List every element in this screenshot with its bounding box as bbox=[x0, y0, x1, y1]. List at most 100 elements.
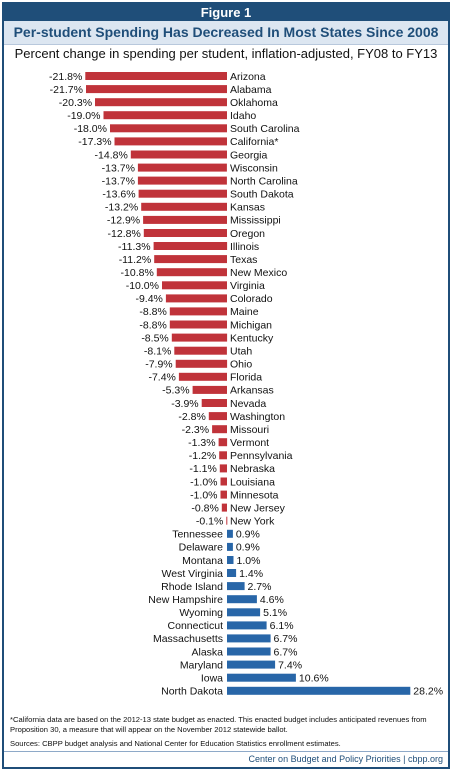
bar-iowa bbox=[227, 673, 296, 682]
value-label-new-york: -0.1% bbox=[196, 516, 223, 528]
footer: Center on Budget and Policy Priorities |… bbox=[4, 751, 448, 767]
value-label-georgia: -14.8% bbox=[95, 149, 128, 161]
bar-oregon bbox=[143, 229, 227, 237]
footer-credit: Center on Budget and Policy Priorities |… bbox=[248, 754, 443, 764]
value-label-illinois: -11.3% bbox=[118, 241, 151, 253]
bar-louisiana bbox=[220, 477, 227, 486]
bar-alabama bbox=[86, 85, 227, 94]
category-label-louisiana: Louisiana bbox=[230, 476, 275, 488]
category-label-rhode-island: Rhode Island bbox=[161, 581, 223, 593]
category-label-nebraska: Nebraska bbox=[230, 463, 275, 475]
category-label-pennsylvania: Pennsylvania bbox=[230, 450, 293, 462]
value-label-utah: -8.1% bbox=[144, 346, 171, 358]
bar-chart: Arizona -21.8% Alabama -21.7% Oklahoma -20.3%… bbox=[49, 71, 443, 698]
category-label-tennessee: Tennessee bbox=[172, 529, 223, 541]
category-label-illinois: Illinois bbox=[230, 241, 259, 253]
category-label-arkansas: Arkansas bbox=[230, 385, 274, 397]
bar-wisconsin bbox=[137, 163, 227, 172]
bar-new-hampshire bbox=[227, 595, 257, 604]
category-label-delaware: Delaware bbox=[179, 542, 224, 554]
category-label-maryland: Maryland bbox=[180, 659, 223, 671]
bar-kentucky bbox=[171, 333, 228, 342]
category-label-missouri: Missouri bbox=[230, 424, 269, 436]
bar-new-mexico bbox=[156, 268, 227, 277]
category-label-north-carolina: North Carolina bbox=[230, 175, 298, 187]
bar-virginia bbox=[162, 281, 227, 290]
value-label-mississippi: -12.9% bbox=[107, 215, 140, 227]
bar-minnesota bbox=[220, 490, 227, 499]
category-label-alaska: Alaska bbox=[191, 646, 223, 658]
category-label-colorado: Colorado bbox=[230, 293, 273, 305]
bar-illinois bbox=[153, 242, 228, 250]
bar-nevada bbox=[201, 399, 227, 407]
value-label-maine: -8.8% bbox=[139, 306, 166, 318]
value-label-nebraska: -1.1% bbox=[189, 463, 216, 475]
value-label-missouri: -2.3% bbox=[182, 424, 209, 436]
value-label-arizona: -21.8% bbox=[49, 71, 82, 83]
value-label-delaware: 0.9% bbox=[236, 542, 260, 554]
category-label-mississippi: Mississippi bbox=[230, 215, 281, 227]
category-label-connecticut: Connecticut bbox=[168, 620, 224, 632]
value-label-florida: -7.4% bbox=[148, 372, 175, 384]
category-label-florida: Florida bbox=[230, 372, 262, 384]
footnote: *California data are based on the 2012-1… bbox=[10, 715, 427, 734]
value-label-california: -17.3% bbox=[78, 136, 111, 148]
category-label-nevada: Nevada bbox=[230, 398, 266, 410]
bar-north-dakota bbox=[227, 686, 411, 695]
value-label-new-jersey: -0.8% bbox=[191, 502, 218, 514]
category-label-vermont: Vermont bbox=[230, 437, 269, 449]
bar-idaho bbox=[103, 111, 227, 120]
bar-georgia bbox=[130, 150, 227, 159]
bar-south-dakota bbox=[138, 189, 227, 198]
value-label-connecticut: 6.1% bbox=[270, 620, 294, 632]
category-label-alabama: Alabama bbox=[230, 84, 272, 96]
chart-title: Per-student Spending Has Decreased In Mo… bbox=[4, 21, 448, 45]
category-label-arizona: Arizona bbox=[230, 71, 266, 83]
category-label-montana: Montana bbox=[182, 555, 223, 567]
category-label-california: California* bbox=[230, 136, 278, 148]
value-label-alaska: 6.7% bbox=[274, 646, 298, 658]
bar-north-carolina bbox=[137, 176, 227, 185]
bar-texas bbox=[154, 255, 227, 264]
value-label-new-mexico: -10.8% bbox=[121, 267, 154, 279]
chart-subtitle: Percent change in spending per student, … bbox=[14, 46, 438, 61]
category-label-virginia: Virginia bbox=[230, 280, 265, 292]
value-label-rhode-island: 2.7% bbox=[248, 581, 272, 593]
category-label-oregon: Oregon bbox=[230, 228, 265, 240]
category-label-north-dakota: North Dakota bbox=[161, 686, 223, 698]
value-label-ohio: -7.9% bbox=[145, 359, 172, 371]
bar-alaska bbox=[227, 647, 271, 656]
bar-maine bbox=[169, 307, 227, 316]
bar-arizona bbox=[85, 72, 227, 80]
bar-montana bbox=[227, 556, 234, 564]
value-label-texas: -11.2% bbox=[119, 254, 152, 266]
bar-kansas bbox=[141, 202, 227, 211]
category-label-new-hampshire: New Hampshire bbox=[148, 594, 223, 606]
value-label-maryland: 7.4% bbox=[278, 659, 302, 671]
bar-rhode-island bbox=[227, 582, 245, 591]
value-label-louisiana: -1.0% bbox=[190, 476, 217, 488]
value-label-arkansas: -5.3% bbox=[162, 385, 189, 397]
bar-nebraska bbox=[219, 464, 227, 473]
category-label-massachusetts: Massachusetts bbox=[153, 633, 223, 645]
value-label-new-hampshire: 4.6% bbox=[260, 594, 284, 606]
bar-missouri bbox=[212, 425, 227, 434]
category-label-kansas: Kansas bbox=[230, 202, 265, 214]
value-label-iowa: 10.6% bbox=[299, 673, 329, 685]
bar-massachusetts bbox=[227, 634, 271, 643]
value-label-wisconsin: -13.7% bbox=[102, 162, 135, 174]
bar-new-jersey bbox=[221, 503, 227, 512]
value-label-michigan: -8.8% bbox=[139, 319, 166, 331]
bar-vermont bbox=[218, 438, 228, 447]
category-label-ohio: Ohio bbox=[230, 359, 252, 371]
category-label-wyoming: Wyoming bbox=[179, 607, 223, 619]
value-label-virginia: -10.0% bbox=[126, 280, 159, 292]
bar-wyoming bbox=[227, 608, 261, 617]
category-label-kentucky: Kentucky bbox=[230, 332, 274, 344]
bar-south-carolina bbox=[110, 124, 227, 133]
bar-florida bbox=[178, 372, 227, 381]
value-label-montana: 1.0% bbox=[237, 555, 261, 567]
category-label-iowa: Iowa bbox=[201, 673, 223, 685]
bar-oklahoma bbox=[95, 98, 227, 107]
